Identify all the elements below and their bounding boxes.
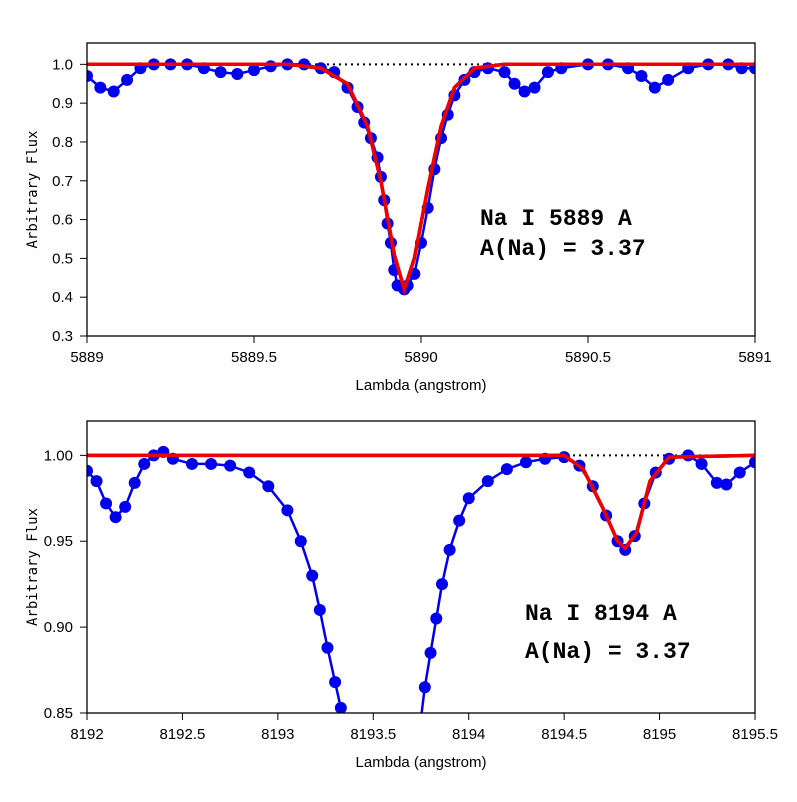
x-tick-label: 5891: [738, 349, 771, 366]
data-point: [453, 514, 466, 527]
annotation: A(Na) = 3.37: [480, 236, 646, 262]
data-point: [518, 85, 531, 98]
data-point: [635, 69, 648, 82]
data-point: [205, 457, 218, 470]
data-point: [508, 77, 521, 90]
x-tick-label: 8192: [70, 726, 103, 743]
data-point: [733, 466, 746, 479]
data-point: [430, 612, 443, 625]
x-tick-label: 5890.5: [565, 349, 611, 366]
y-tick-label: 0.4: [52, 289, 73, 306]
x-tick-label: 5890: [404, 349, 437, 366]
y-tick-label: 1.00: [44, 447, 73, 464]
data-point: [94, 81, 107, 94]
data-point: [109, 511, 122, 524]
y-tick-label: 0.9: [52, 95, 73, 112]
y-axis-label: Arbitrary Flux: [25, 130, 41, 248]
y-tick-label: 0.7: [52, 173, 73, 190]
data-point: [334, 701, 347, 713]
y-tick-label: 0.8: [52, 134, 73, 151]
data-point: [519, 456, 532, 469]
model-line: [87, 62, 755, 296]
x-tick-label: 8194.5: [541, 726, 587, 743]
data-point: [231, 68, 244, 81]
model-line: [87, 62, 755, 296]
data-point: [185, 457, 198, 470]
y-tick-label: 1.0: [52, 56, 73, 73]
x-tick-label: 8193.5: [350, 726, 396, 743]
y-tick-label: 0.6: [52, 212, 73, 229]
data-point: [500, 463, 513, 476]
data-point: [418, 681, 431, 694]
data-point: [262, 480, 275, 493]
data-point: [243, 466, 256, 479]
data-point: [306, 569, 319, 582]
x-axis-label: Lambda (angstrom): [356, 754, 487, 771]
x-tick-label: 8192.5: [159, 726, 205, 743]
data-point: [662, 73, 675, 86]
annotation: Na I 5889 A: [480, 206, 632, 232]
data-point: [214, 66, 227, 79]
data-point: [749, 456, 755, 469]
data-point: [498, 66, 511, 79]
x-tick-label: 8193: [261, 726, 294, 743]
data-point: [294, 535, 307, 548]
data-point: [313, 603, 326, 616]
data-point: [248, 64, 260, 77]
plot-area: [87, 58, 755, 296]
data-point: [128, 476, 141, 489]
annotation: Na I 8194 A: [525, 601, 677, 627]
data-point: [435, 578, 448, 591]
plot-area: [87, 445, 755, 797]
data-point: [87, 69, 93, 82]
data-point: [264, 60, 277, 73]
data-point: [321, 641, 334, 654]
data-point: [138, 457, 151, 470]
data-point: [443, 543, 456, 556]
data-point: [90, 475, 103, 488]
x-tick-label: 8195.5: [732, 726, 778, 743]
data-point: [329, 676, 342, 689]
data-point: [541, 66, 554, 79]
x-tick-label: 5889: [70, 349, 103, 366]
plot-frame: [86, 420, 756, 714]
y-tick-label: 0.90: [44, 619, 73, 636]
data-point: [720, 478, 733, 491]
data-point: [348, 793, 360, 797]
data-point: [528, 81, 541, 94]
x-tick-label: 5889.5: [231, 349, 277, 366]
data-point: [481, 475, 494, 488]
data-point: [224, 459, 237, 472]
y-tick-label: 0.85: [44, 705, 73, 722]
data-point: [695, 457, 708, 470]
data-point: [119, 500, 132, 513]
data-point: [462, 492, 475, 505]
data-point: [107, 85, 120, 98]
observed-line: [87, 63, 755, 292]
data-point: [100, 497, 113, 510]
x-tick-label: 8195: [643, 726, 676, 743]
y-tick-label: 0.5: [52, 250, 73, 267]
data-point: [424, 646, 437, 659]
y-axis-label: Arbitrary Flux: [25, 508, 41, 626]
y-tick-label: 0.95: [44, 533, 73, 550]
y-tick-label: 0.3: [52, 328, 73, 345]
model-line: [87, 453, 755, 551]
data-point: [281, 504, 294, 517]
data-point: [87, 464, 93, 477]
data-point: [648, 81, 661, 94]
data-point: [710, 476, 723, 489]
x-tick-label: 8194: [452, 726, 485, 743]
data-point: [121, 73, 134, 86]
annotation: A(Na) = 3.37: [525, 639, 691, 665]
x-axis-label: Lambda (angstrom): [356, 377, 487, 394]
